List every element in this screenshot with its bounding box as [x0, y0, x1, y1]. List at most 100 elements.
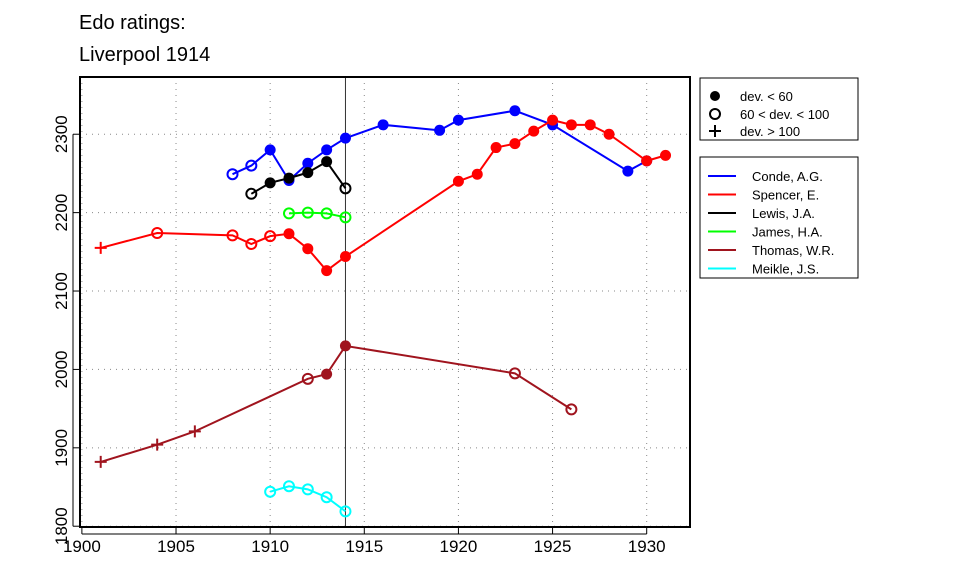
data-point-filled	[321, 368, 333, 380]
data-point-filled	[452, 175, 464, 187]
data-point-filled	[471, 168, 483, 180]
series-line	[232, 109, 648, 183]
data-point-open	[245, 237, 258, 250]
data-point-filled	[641, 155, 653, 167]
data-point-filled	[321, 156, 333, 168]
data-point-filled	[490, 142, 502, 154]
data-point-open	[301, 372, 314, 385]
data-point-filled	[660, 149, 672, 161]
data-point-open	[339, 182, 352, 195]
legend-label: Conde, A.G.	[752, 169, 823, 184]
marker-legend: dev. < 60 60 < dev. < 100 dev. > 100	[699, 77, 859, 141]
series-spencer	[94, 114, 672, 277]
data-point-open	[245, 187, 258, 200]
series-legend: Conde, A.G. Spencer, E. Lewis, J.A. James, …	[699, 156, 859, 279]
legend-label: Spencer, E.	[752, 188, 819, 203]
legend-label: James, H.A.	[752, 225, 823, 240]
marker-legend-box	[699, 77, 859, 141]
data-point-filled	[452, 114, 464, 126]
data-point-filled	[302, 157, 314, 169]
chart-title: Edo ratings:	[79, 12, 186, 34]
data-point-open	[301, 483, 314, 496]
series-james	[282, 206, 352, 224]
data-point-filled	[528, 125, 540, 137]
data-point-open	[226, 229, 239, 242]
legend-label: Meikle, J.S.	[752, 262, 819, 277]
chart-subtitle: Liverpool 1914	[79, 44, 210, 66]
y-tick-label: 2100	[52, 272, 71, 310]
legend-label: dev. < 60	[740, 89, 793, 104]
legend-label: dev. > 100	[740, 124, 800, 139]
series-meikle	[264, 480, 352, 518]
data-point-open	[320, 491, 333, 504]
data-point-open	[151, 227, 164, 240]
data-point-filled	[603, 128, 615, 140]
y-tick-label: 2300	[52, 115, 71, 153]
x-tick-label: 1915	[345, 537, 383, 556]
axes: 1900 1905 1910 1915 1920 1925 1930180019002000…	[52, 115, 666, 556]
data-point-open	[245, 159, 258, 172]
data-point-open	[282, 207, 295, 220]
y-tick-label: 2000	[52, 351, 71, 389]
legend-label: Thomas, W.R.	[752, 243, 834, 258]
x-tick-label: 1900	[63, 537, 101, 556]
y-tick-label: 2200	[52, 194, 71, 232]
data-point-filled	[321, 265, 333, 277]
data-point-open	[508, 367, 521, 380]
legend-label: 60 < dev. < 100	[740, 107, 829, 122]
data-point-filled	[584, 119, 596, 131]
y-tick-label: 1900	[52, 429, 71, 467]
x-tick-label: 1925	[534, 537, 572, 556]
series-line	[269, 485, 347, 513]
legend-label: Lewis, J.A.	[752, 206, 815, 221]
data-point-filled	[264, 177, 276, 189]
data-point-open	[339, 211, 352, 224]
grid	[80, 77, 690, 527]
data-point-filled	[283, 172, 295, 184]
data-point-plus	[151, 438, 164, 451]
plot-frame	[79, 76, 691, 528]
data-point-filled	[339, 132, 351, 144]
data-point-plus	[188, 425, 201, 438]
data-point-filled	[302, 167, 314, 179]
filled-marker-icon	[710, 91, 720, 101]
series-line	[250, 160, 347, 195]
x-tick-label: 1920	[440, 537, 478, 556]
data-point-filled	[264, 144, 276, 156]
data-point-filled	[339, 251, 351, 263]
series-lewis	[245, 156, 352, 200]
x-tick-label: 1910	[251, 537, 289, 556]
series-group	[94, 105, 672, 518]
data-point-open	[264, 230, 277, 243]
data-point-filled	[339, 340, 351, 352]
data-point-filled	[565, 119, 577, 131]
data-point-filled	[321, 144, 333, 156]
y-tick-label: 1800	[52, 507, 71, 545]
data-point-filled	[509, 105, 521, 117]
data-point-open	[320, 207, 333, 220]
data-point-open	[226, 168, 239, 181]
data-point-filled	[434, 124, 446, 136]
plus-marker-icon	[709, 125, 721, 137]
series-line	[288, 211, 346, 219]
data-point-open	[282, 480, 295, 493]
data-point-open	[339, 505, 352, 518]
data-point-open	[565, 403, 578, 416]
data-point-filled	[622, 165, 634, 177]
data-point-plus	[94, 241, 107, 254]
series-legend-box	[699, 156, 859, 279]
data-point-filled	[547, 114, 559, 126]
data-point-filled	[283, 228, 295, 240]
data-point-filled	[509, 138, 521, 150]
data-point-open	[264, 485, 277, 498]
data-point-filled	[302, 243, 314, 255]
x-tick-label: 1930	[628, 537, 666, 556]
series-thomas	[94, 340, 578, 468]
x-tick-label: 1905	[157, 537, 195, 556]
data-point-filled	[377, 119, 389, 131]
series-line	[100, 344, 572, 463]
data-point-open	[301, 206, 314, 219]
data-point-plus	[94, 455, 107, 468]
